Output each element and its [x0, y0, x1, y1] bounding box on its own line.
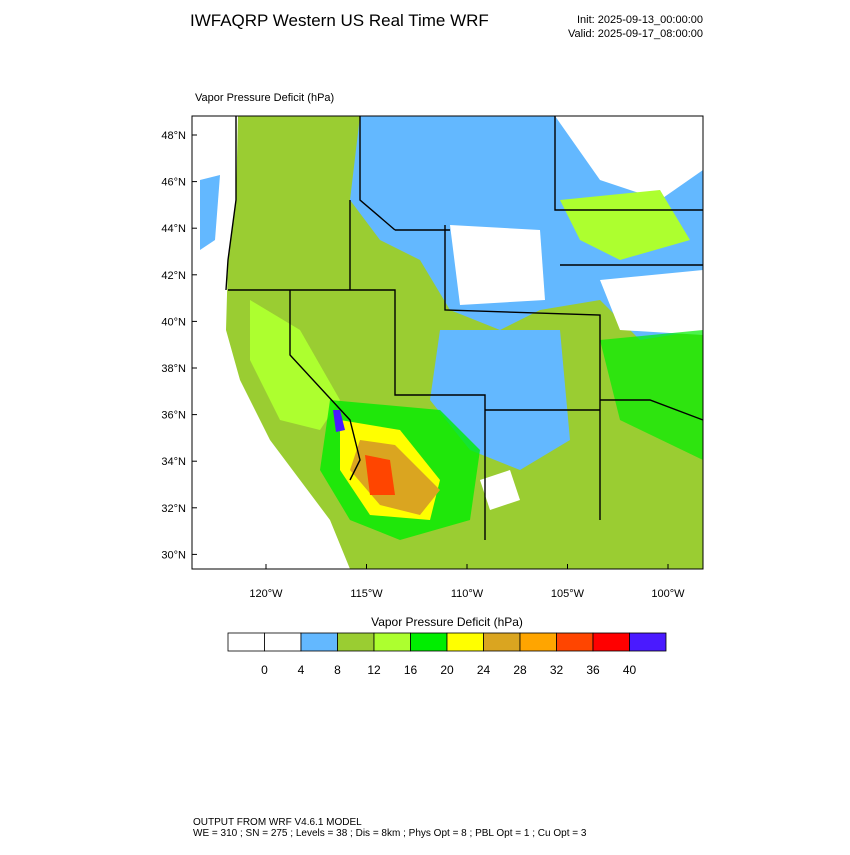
- colorbar-box: [446, 632, 484, 652]
- colorbar-box: [300, 632, 338, 652]
- colorbar-label: 4: [298, 663, 305, 677]
- init-time: Init: 2025-09-13_00:00:00: [577, 14, 703, 26]
- lat-label: 38°N: [161, 363, 186, 375]
- colorbar-box: [337, 632, 375, 652]
- colorbar-label: 16: [404, 663, 418, 677]
- footer-line: WE = 310 ; SN = 275 ; Levels = 38 ; Dis …: [193, 828, 587, 839]
- lon-label: 100°W: [651, 588, 685, 600]
- lat-label: 36°N: [161, 410, 186, 422]
- colorbar-box: [227, 632, 265, 652]
- colorbar-box: [410, 632, 448, 652]
- colorbar-label: 40: [623, 663, 637, 677]
- colorbar-label: 12: [367, 663, 381, 677]
- colorbar-box: [483, 632, 521, 652]
- colorbar-box: [556, 632, 594, 652]
- lat-label: 32°N: [161, 503, 186, 515]
- map-field: [191, 115, 704, 570]
- colorbar-box: [519, 632, 557, 652]
- map-label: Vapor Pressure Deficit (hPa): [195, 92, 334, 104]
- colorbar-label: 24: [477, 663, 491, 677]
- colorbar-box: [373, 632, 411, 652]
- colorbar-label: 0: [261, 663, 268, 677]
- lat-label: 46°N: [161, 177, 186, 189]
- lat-label: 48°N: [161, 130, 186, 142]
- title: IWFAQRP Western US Real Time WRF: [190, 11, 489, 30]
- colorbar-label: 20: [440, 663, 454, 677]
- colorbar-box: [629, 632, 667, 652]
- lon-label: 115°W: [350, 588, 383, 600]
- colorbar-label: 32: [550, 663, 564, 677]
- lat-label: 30°N: [161, 549, 186, 561]
- footer-line: OUTPUT FROM WRF V4.6.1 MODEL: [193, 817, 362, 828]
- colorbar-box: [592, 632, 630, 652]
- lat-label: 42°N: [161, 270, 186, 282]
- colorbar-label: 36: [586, 663, 600, 677]
- lon-label: 110°W: [451, 588, 484, 600]
- lat-label: 40°N: [161, 316, 186, 328]
- lat-label: 44°N: [161, 223, 186, 235]
- colorbar-title: Vapor Pressure Deficit (hPa): [371, 615, 523, 629]
- colorbar-box: [264, 632, 302, 652]
- colorbar-label: 8: [334, 663, 341, 677]
- lon-label: 120°W: [249, 588, 283, 600]
- lat-label: 34°N: [161, 456, 186, 468]
- valid-time: Valid: 2025-09-17_08:00:00: [568, 28, 703, 40]
- colorbar-label: 28: [513, 663, 527, 677]
- lon-label: 105°W: [551, 588, 585, 600]
